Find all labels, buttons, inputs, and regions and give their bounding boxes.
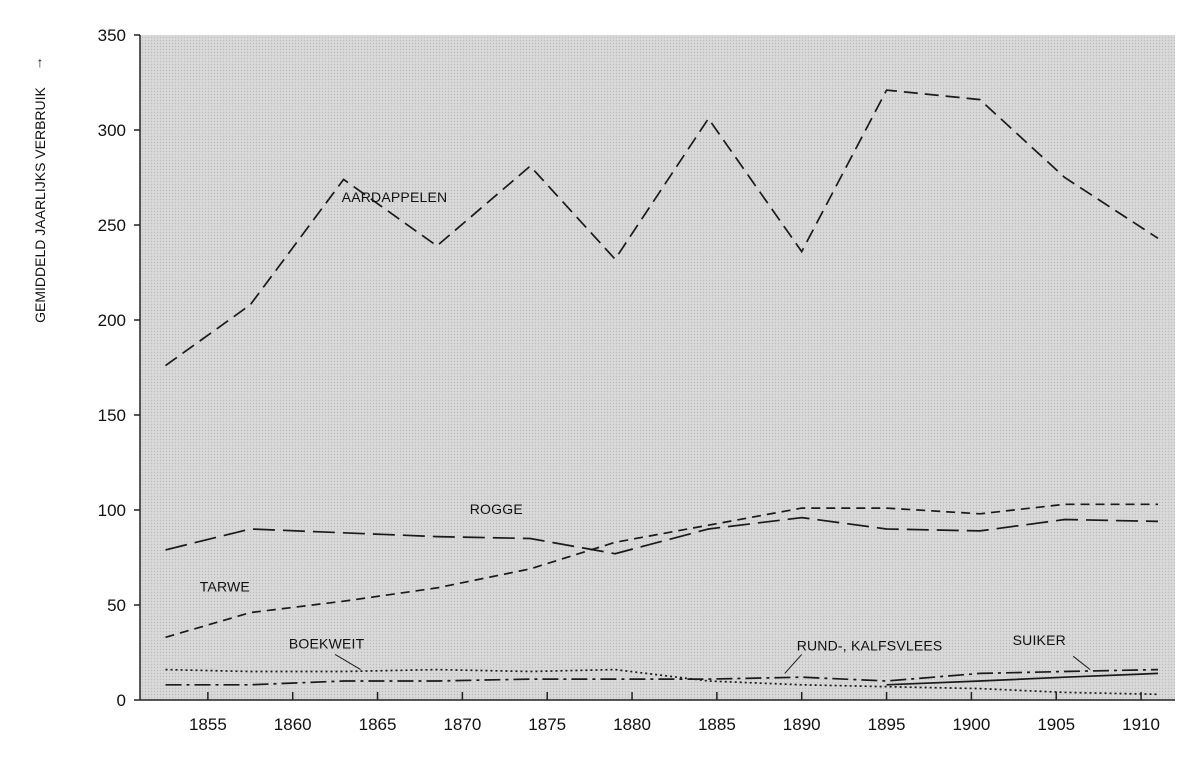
y-tick-label: 50 <box>107 596 126 615</box>
series-label-0: AARDAPPELEN <box>342 189 448 205</box>
series-line-2 <box>165 503 1158 639</box>
y-tick-label: 250 <box>98 216 126 235</box>
x-tick-label: 1910 <box>1122 715 1160 734</box>
x-tick-label: 1885 <box>698 715 736 734</box>
series-label-3: BOEKWEIT <box>289 636 365 652</box>
y-tick-label: 150 <box>98 406 126 425</box>
series-line-3 <box>165 668 1159 696</box>
x-tick-label: 1890 <box>783 715 821 734</box>
y-tick-label: 100 <box>98 501 126 520</box>
series-label-5: SUIKER <box>1013 632 1066 648</box>
label-leader-line <box>334 653 361 671</box>
x-tick-label: 1905 <box>1037 715 1075 734</box>
x-tick-label: 1875 <box>528 715 566 734</box>
x-tick-label: 1870 <box>443 715 481 734</box>
series-layer <box>165 89 1159 696</box>
x-tick-label: 1860 <box>274 715 312 734</box>
x-tick-label: 1880 <box>613 715 651 734</box>
series-line-0 <box>165 89 1159 367</box>
label-leader-line <box>784 654 803 674</box>
y-tick-label: 350 <box>98 26 126 45</box>
arrow-up-icon: ↑ <box>37 54 44 70</box>
y-axis: 0 50 100 150 200 250 300 350 <box>98 26 141 710</box>
series-label-2: TARWE <box>200 579 250 595</box>
plot-area <box>140 35 1175 700</box>
series-label-4: RUND-, KALFSVLEES <box>797 638 943 654</box>
x-tick-label: 1865 <box>359 715 397 734</box>
series-label-1: ROGGE <box>470 501 523 517</box>
x-tick-label: 1900 <box>952 715 990 734</box>
series-line-5 <box>886 672 1159 686</box>
series-line-4 <box>165 668 1159 686</box>
y-axis-title: GEMIDDELD JAARLIJKS VERBRUIK <box>32 86 48 322</box>
label-leader-line <box>1072 655 1091 670</box>
series-line-1 <box>165 516 1159 555</box>
y-tick-label: 300 <box>98 121 126 140</box>
y-tick-label: 200 <box>98 311 126 330</box>
y-axis-arrow: ↑ <box>37 54 44 70</box>
x-tick-label: 1895 <box>868 715 906 734</box>
series-labels: AARDAPPELEN ROGGE TARWE BOEKWEIT RUND-, KALF… <box>200 189 1091 674</box>
y-axis-label: GEMIDDELD JAARLIJKS VERBRUIK <box>32 86 48 322</box>
x-axis: 1855 1860 1865 1870 1875 1880 1885 1890 1895 1900… <box>140 692 1175 734</box>
x-tick-label: 1855 <box>189 715 227 734</box>
y-tick-label: 0 <box>117 691 126 710</box>
